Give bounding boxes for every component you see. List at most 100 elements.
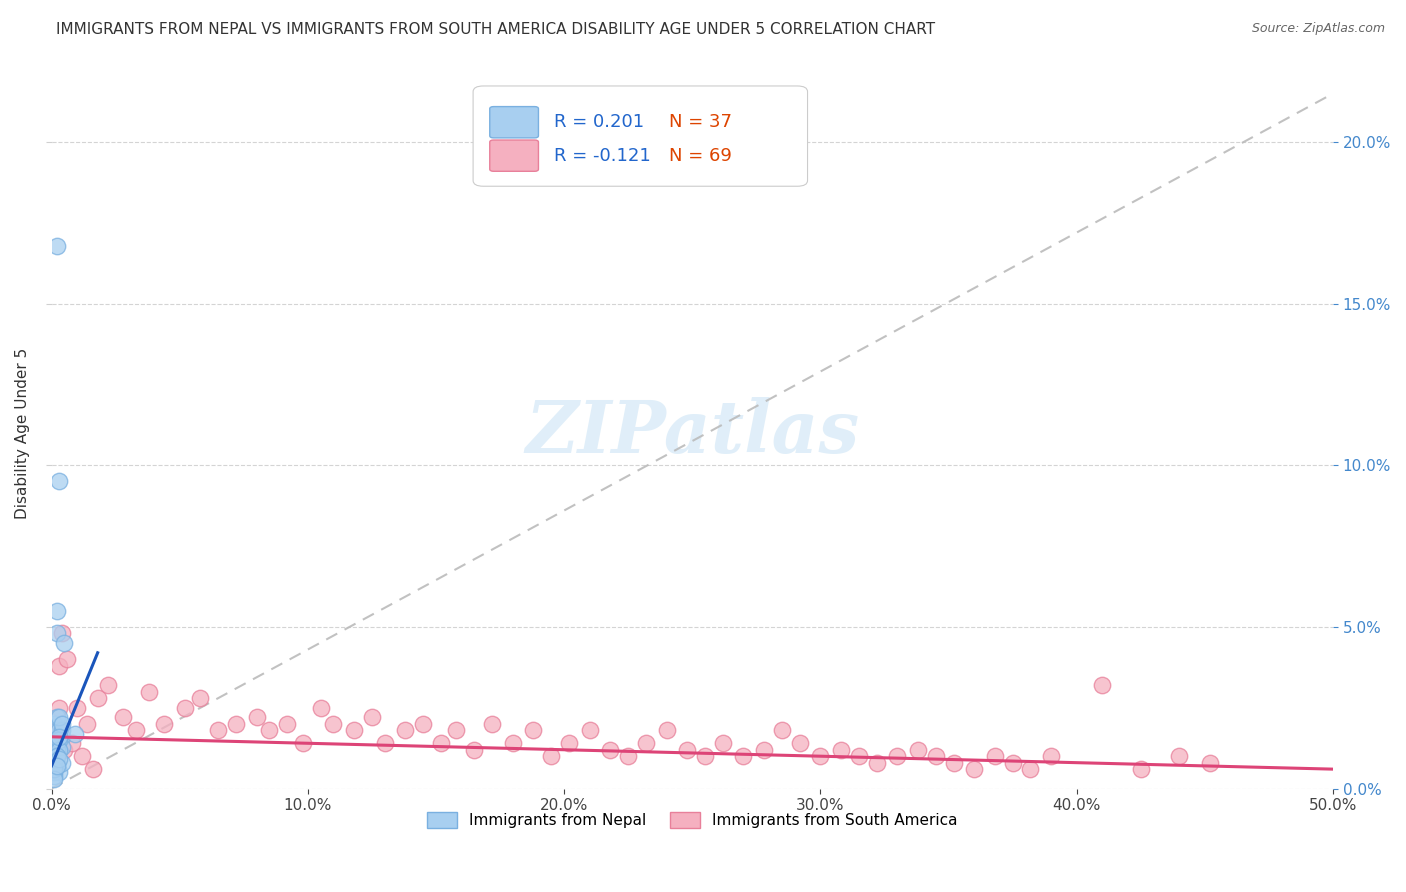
Point	[636, 736, 658, 750]
Point	[42, 717, 65, 731]
Point	[207, 723, 229, 738]
Point	[430, 736, 453, 750]
Point	[66, 700, 89, 714]
Point	[188, 691, 211, 706]
Point	[60, 736, 83, 750]
Point	[53, 743, 76, 757]
Point	[42, 756, 65, 770]
Point	[1129, 762, 1152, 776]
Point	[56, 652, 79, 666]
Point	[48, 743, 70, 757]
Point	[76, 717, 98, 731]
Point	[45, 626, 67, 640]
Point	[412, 717, 434, 731]
Point	[82, 762, 104, 776]
Point	[360, 710, 382, 724]
Point	[42, 749, 65, 764]
Point	[245, 710, 267, 724]
Point	[599, 743, 621, 757]
Point	[374, 736, 396, 750]
Point	[48, 733, 70, 747]
Point	[322, 717, 344, 731]
Point	[481, 717, 503, 731]
Text: Source: ZipAtlas.com: Source: ZipAtlas.com	[1251, 22, 1385, 36]
Point	[153, 717, 176, 731]
Point	[48, 730, 70, 744]
Point	[51, 723, 73, 738]
Point	[276, 717, 298, 731]
Point	[97, 678, 120, 692]
Point	[42, 749, 65, 764]
Text: R = -0.121: R = -0.121	[554, 146, 651, 165]
Point	[45, 749, 67, 764]
Point	[48, 752, 70, 766]
Point	[693, 749, 716, 764]
Legend: Immigrants from Nepal, Immigrants from South America: Immigrants from Nepal, Immigrants from S…	[420, 806, 965, 834]
Point	[558, 736, 581, 750]
Point	[848, 749, 870, 764]
Text: ZIPatlas: ZIPatlas	[526, 398, 859, 468]
Point	[291, 736, 314, 750]
Point	[48, 710, 70, 724]
Point	[752, 743, 775, 757]
Point	[51, 739, 73, 754]
Point	[463, 743, 485, 757]
Point	[942, 756, 965, 770]
Point	[138, 684, 160, 698]
Point	[45, 749, 67, 764]
Point	[789, 736, 811, 750]
Point	[173, 700, 195, 714]
Point	[42, 762, 65, 776]
Point	[924, 749, 946, 764]
Point	[446, 723, 468, 738]
Point	[125, 723, 148, 738]
Point	[502, 736, 524, 750]
Point	[907, 743, 929, 757]
Y-axis label: Disability Age Under 5: Disability Age Under 5	[15, 347, 30, 518]
Point	[45, 604, 67, 618]
Point	[45, 710, 67, 724]
Point	[48, 700, 70, 714]
Point	[676, 743, 699, 757]
Point	[1199, 756, 1222, 770]
Point	[42, 769, 65, 783]
Point	[42, 759, 65, 773]
Point	[983, 749, 1005, 764]
Point	[48, 475, 70, 489]
Point	[866, 756, 889, 770]
Text: N = 69: N = 69	[669, 146, 733, 165]
Point	[48, 765, 70, 780]
Point	[53, 636, 76, 650]
FancyBboxPatch shape	[489, 140, 538, 171]
Point	[45, 723, 67, 738]
Point	[522, 723, 544, 738]
Point	[48, 658, 70, 673]
Point	[45, 756, 67, 770]
Point	[45, 238, 67, 252]
Point	[343, 723, 366, 738]
Point	[808, 749, 831, 764]
Point	[45, 759, 67, 773]
FancyBboxPatch shape	[472, 86, 807, 186]
Point	[86, 691, 108, 706]
Point	[51, 730, 73, 744]
Point	[45, 733, 67, 747]
Point	[51, 756, 73, 770]
Point	[886, 749, 908, 764]
Point	[45, 743, 67, 757]
FancyBboxPatch shape	[489, 107, 538, 138]
Point	[540, 749, 562, 764]
Point	[1019, 762, 1042, 776]
Point	[51, 717, 73, 731]
Point	[63, 726, 86, 740]
Point	[259, 723, 281, 738]
Point	[733, 749, 755, 764]
Point	[42, 765, 65, 780]
Point	[1091, 678, 1114, 692]
Point	[112, 710, 135, 724]
Point	[830, 743, 852, 757]
Point	[45, 759, 67, 773]
Point	[1168, 749, 1191, 764]
Text: IMMIGRANTS FROM NEPAL VS IMMIGRANTS FROM SOUTH AMERICA DISABILITY AGE UNDER 5 CO: IMMIGRANTS FROM NEPAL VS IMMIGRANTS FROM…	[56, 22, 935, 37]
Point	[72, 749, 94, 764]
